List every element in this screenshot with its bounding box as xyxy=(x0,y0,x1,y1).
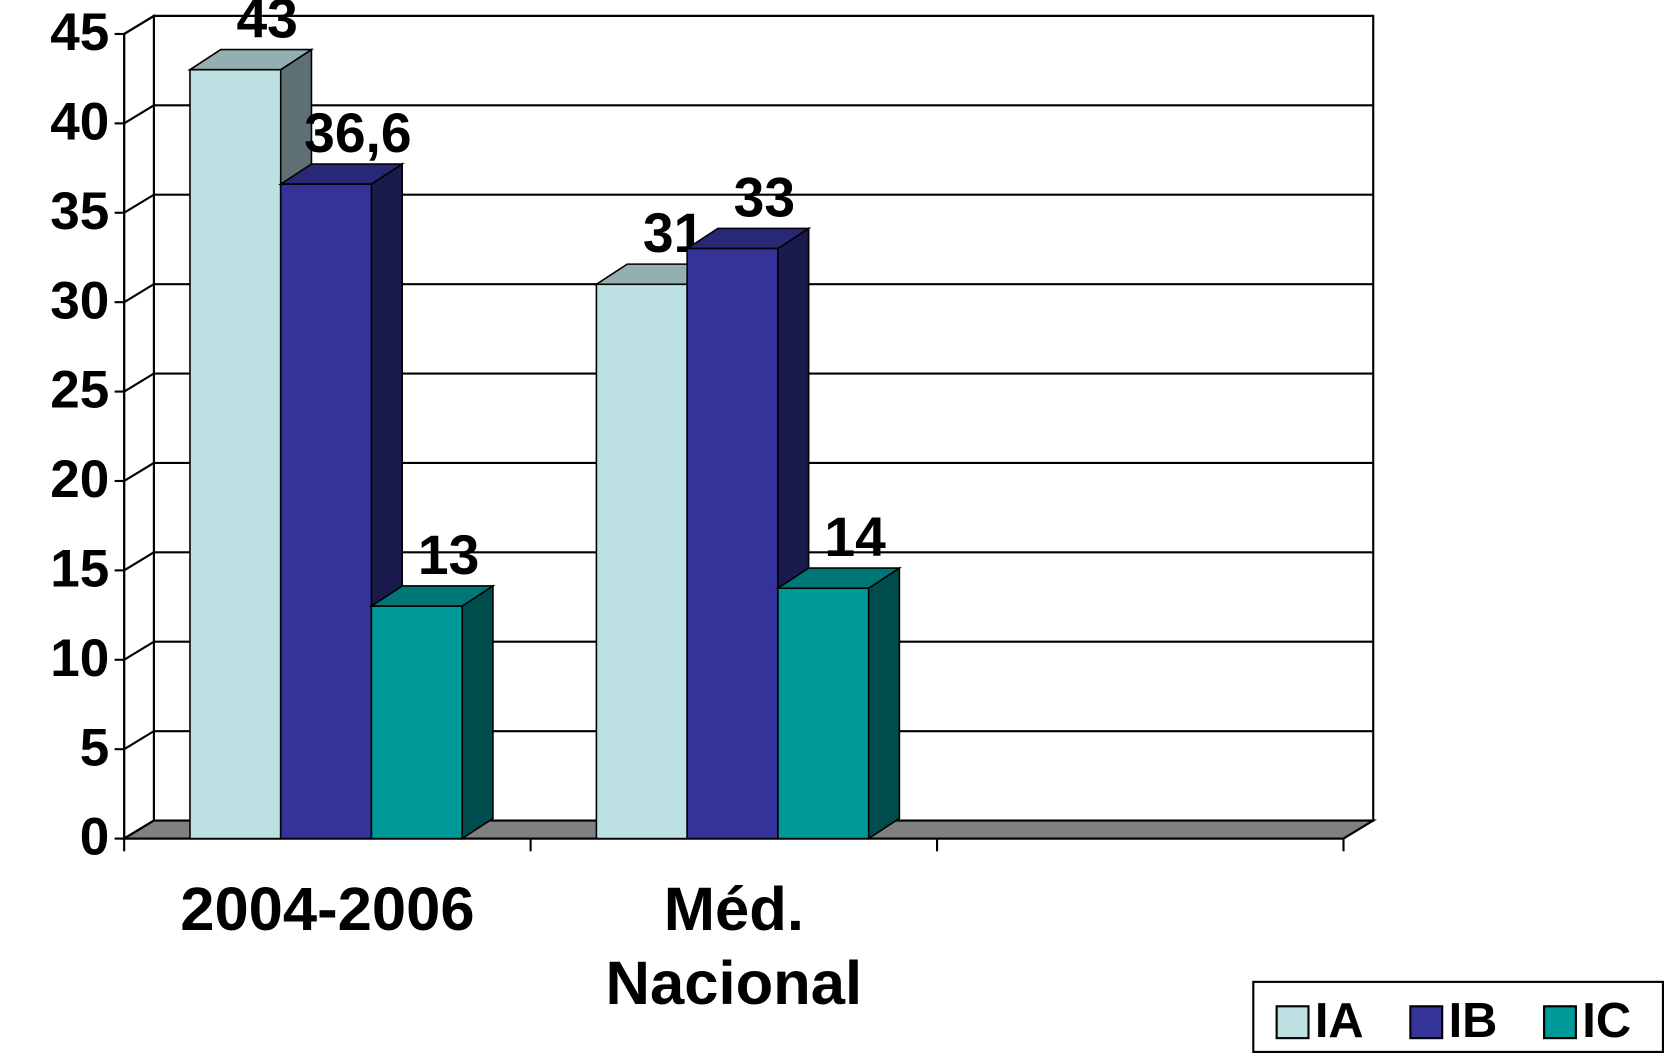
grid-line-side xyxy=(123,730,155,751)
bar xyxy=(595,283,688,840)
y-tick-label: 25 xyxy=(50,361,109,420)
x-tick-label-box: Méd. Nacional xyxy=(605,874,863,1018)
legend-box xyxy=(1252,980,1664,1053)
side-wall xyxy=(123,14,155,841)
data-label: 33 xyxy=(734,166,795,228)
x-tick-label: Méd. Nacional xyxy=(605,874,863,1018)
y-tick-label: 45 xyxy=(50,3,109,62)
x-tick-label-box: 2004-2006 xyxy=(180,874,475,944)
data-label: 36,6 xyxy=(304,102,411,164)
bar xyxy=(189,68,282,840)
bar xyxy=(370,605,463,840)
legend-label: IB xyxy=(1449,994,1498,1048)
data-label: 43 xyxy=(236,0,297,50)
y-tick-label: 40 xyxy=(50,93,109,152)
y-tick-label: 15 xyxy=(50,540,109,599)
y-tick-label: 20 xyxy=(50,450,109,509)
bar xyxy=(686,247,779,840)
y-tick-label: 5 xyxy=(80,718,110,777)
bar-side xyxy=(867,566,901,841)
legend-swatch xyxy=(1543,1005,1577,1040)
y-tick-label: 0 xyxy=(80,808,110,867)
y-tick-label: 10 xyxy=(50,629,109,688)
legend-swatch xyxy=(1409,1005,1444,1040)
legend-swatch xyxy=(1275,1005,1310,1040)
grid-line-side xyxy=(123,104,155,125)
grid-line-side xyxy=(123,15,155,35)
bar-side xyxy=(461,584,494,841)
legend-label: IC xyxy=(1582,994,1631,1048)
grid-line-side xyxy=(123,640,155,661)
bar xyxy=(279,183,373,840)
grid-line-side xyxy=(123,283,155,304)
data-label: 13 xyxy=(418,524,479,586)
grid-line-side xyxy=(123,551,155,572)
legend-label: IA xyxy=(1315,994,1364,1048)
grid-line-side xyxy=(123,462,155,482)
grid-line-side xyxy=(123,193,155,214)
bar xyxy=(777,587,870,840)
data-label: 14 xyxy=(824,506,886,568)
y-tick-label: 30 xyxy=(50,271,109,330)
y-tick-label: 35 xyxy=(50,182,109,241)
x-tick-label: 2004-2006 xyxy=(180,874,475,944)
grid-line-side xyxy=(123,372,155,393)
